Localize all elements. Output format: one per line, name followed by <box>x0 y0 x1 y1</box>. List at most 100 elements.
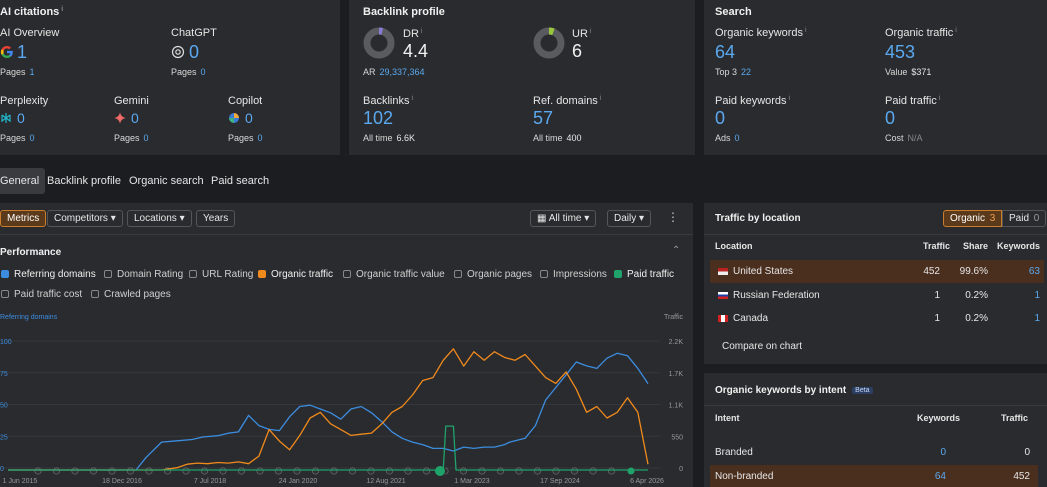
organic-traffic-value[interactable]: 453 <box>885 42 916 62</box>
perplexity-value[interactable]: 0 <box>0 110 25 126</box>
ref-domains-label: Ref. domains i <box>533 95 602 107</box>
tab-backlink-profile[interactable]: Backlink profile <box>47 175 121 187</box>
dr-value: 4.4 <box>403 41 429 61</box>
table-row: Non-branded 64 452 <box>710 465 1038 487</box>
event-marker[interactable] <box>422 467 431 475</box>
checkbox-crawled-pages[interactable]: Crawled pages <box>91 289 171 300</box>
location-name[interactable]: Russian Federation <box>733 290 820 301</box>
checkbox-box <box>343 270 351 278</box>
metrics-button[interactable]: Metrics <box>0 210 47 227</box>
chatgpt-value[interactable]: 0 <box>171 42 199 63</box>
checkbox-domain-rating[interactable]: Domain Rating <box>104 269 183 280</box>
competitors-dropdown[interactable]: Competitors ▾ <box>47 210 123 227</box>
event-marker[interactable] <box>256 467 264 475</box>
event-marker[interactable] <box>145 467 153 475</box>
event-marker[interactable] <box>330 467 338 475</box>
locations-dropdown[interactable]: Locations ▾ <box>127 210 192 227</box>
performance-title: Performance <box>0 247 62 258</box>
event-marker[interactable] <box>89 467 98 475</box>
checkbox-box <box>258 270 266 278</box>
more-options-icon[interactable]: ⋮ <box>667 210 679 224</box>
event-marker[interactable] <box>219 467 227 475</box>
ai-overview-value[interactable]: 1 <box>0 42 27 63</box>
event-marker[interactable] <box>293 467 301 475</box>
event-marker[interactable] <box>552 467 560 475</box>
checkbox-organic-traffic[interactable]: Organic traffic <box>258 269 333 280</box>
checkbox-impressions[interactable]: Impressions <box>540 269 607 280</box>
ai-overview-label: AI Overview <box>0 27 60 39</box>
event-marker[interactable] <box>182 467 190 475</box>
event-marker-highlight[interactable] <box>626 466 636 476</box>
event-marker[interactable] <box>34 467 42 475</box>
gemini-value[interactable]: 0 <box>114 110 139 126</box>
x-tick-label: 24 Jan 2020 <box>279 478 318 485</box>
paid-traffic-value[interactable]: 0 <box>885 108 896 128</box>
paid-keywords-value[interactable]: 0 <box>715 108 726 128</box>
gemini-icon <box>114 112 126 124</box>
event-marker[interactable] <box>478 467 486 475</box>
checkbox-organic-traffic-value[interactable]: Organic traffic value <box>343 269 445 280</box>
years-button[interactable]: Years <box>196 210 236 227</box>
paid-toggle[interactable]: Paid 0 <box>1002 210 1047 227</box>
right-axis-title: Traffic <box>663 314 683 321</box>
location-name[interactable]: Canada <box>733 313 769 324</box>
perplexity-label: Perplexity <box>0 95 49 107</box>
left-tick-label: 50 <box>0 403 8 410</box>
event-marker[interactable] <box>237 467 246 475</box>
ur-value: 6 <box>572 41 583 61</box>
event-marker[interactable] <box>108 467 116 475</box>
compare-on-chart-button[interactable]: Compare on chart <box>722 341 803 352</box>
checkbox-box <box>1 290 9 298</box>
keywords-value[interactable]: 1 <box>1034 313 1040 324</box>
checkbox-paid-traffic-cost[interactable]: Paid traffic cost <box>1 289 82 300</box>
checkbox-referring-domains[interactable]: Referring domains <box>1 269 96 280</box>
event-marker[interactable] <box>589 467 597 475</box>
event-marker[interactable] <box>385 467 394 475</box>
event-marker[interactable] <box>607 467 616 475</box>
event-marker[interactable] <box>126 467 135 475</box>
table-row: Russian Federation 1 0.2% 1 <box>710 284 1044 307</box>
event-marker[interactable] <box>367 467 375 475</box>
event-marker[interactable] <box>200 467 209 475</box>
event-marker[interactable] <box>533 467 542 475</box>
checkbox-label: URL Rating <box>202 269 254 280</box>
event-marker[interactable] <box>496 467 505 475</box>
tab-general[interactable]: General <box>0 168 46 194</box>
tab-paid-search[interactable]: Paid search <box>211 175 270 187</box>
keywords-value[interactable]: 1 <box>1034 290 1040 301</box>
col-intent: Intent <box>715 413 740 423</box>
interval-dropdown[interactable]: Daily ▾ <box>607 210 652 227</box>
checkbox-url-rating[interactable]: URL Rating <box>189 269 253 280</box>
checkbox-box <box>1 270 9 278</box>
tab-organic-search[interactable]: Organic search <box>129 175 204 187</box>
event-marker[interactable] <box>459 467 468 475</box>
ref-domains-value[interactable]: 57 <box>533 108 554 128</box>
keywords-value[interactable]: 64 <box>934 471 946 482</box>
keywords-value[interactable]: 0 <box>940 447 946 458</box>
event-marker[interactable] <box>52 467 61 475</box>
event-marker[interactable] <box>274 467 283 475</box>
keywords-value[interactable]: 63 <box>1028 266 1040 277</box>
traffic-value: 1 <box>934 313 940 324</box>
checkbox-label: Paid traffic cost <box>14 289 83 300</box>
collapse-icon[interactable]: ⌃ <box>672 245 681 256</box>
event-marker[interactable] <box>311 467 320 475</box>
date-range-dropdown[interactable]: ▦ All time ▾ <box>530 210 597 227</box>
checkbox-label: Domain Rating <box>117 269 184 280</box>
event-marker[interactable] <box>348 467 357 475</box>
event-marker[interactable] <box>570 467 579 475</box>
event-marker[interactable] <box>71 467 79 475</box>
copilot-value[interactable]: 0 <box>228 110 253 126</box>
event-marker[interactable] <box>515 467 523 475</box>
organic-keywords-label: Organic keywords i <box>715 27 807 39</box>
right-tick-label: 2.2K <box>669 339 684 346</box>
checkbox-paid-traffic[interactable]: Paid traffic <box>614 269 674 280</box>
traffic-by-location-panel: Traffic by location Organic 3 Paid 0 Loc… <box>704 203 1047 364</box>
location-name[interactable]: United States <box>733 266 794 277</box>
event-marker[interactable] <box>404 467 412 475</box>
traffic-value: 452 <box>923 266 940 277</box>
organic-toggle[interactable]: Organic 3 <box>943 210 1003 227</box>
organic-keywords-value[interactable]: 64 <box>715 42 736 62</box>
backlinks-value[interactable]: 102 <box>363 108 394 128</box>
checkbox-organic-pages[interactable]: Organic pages <box>454 269 532 280</box>
